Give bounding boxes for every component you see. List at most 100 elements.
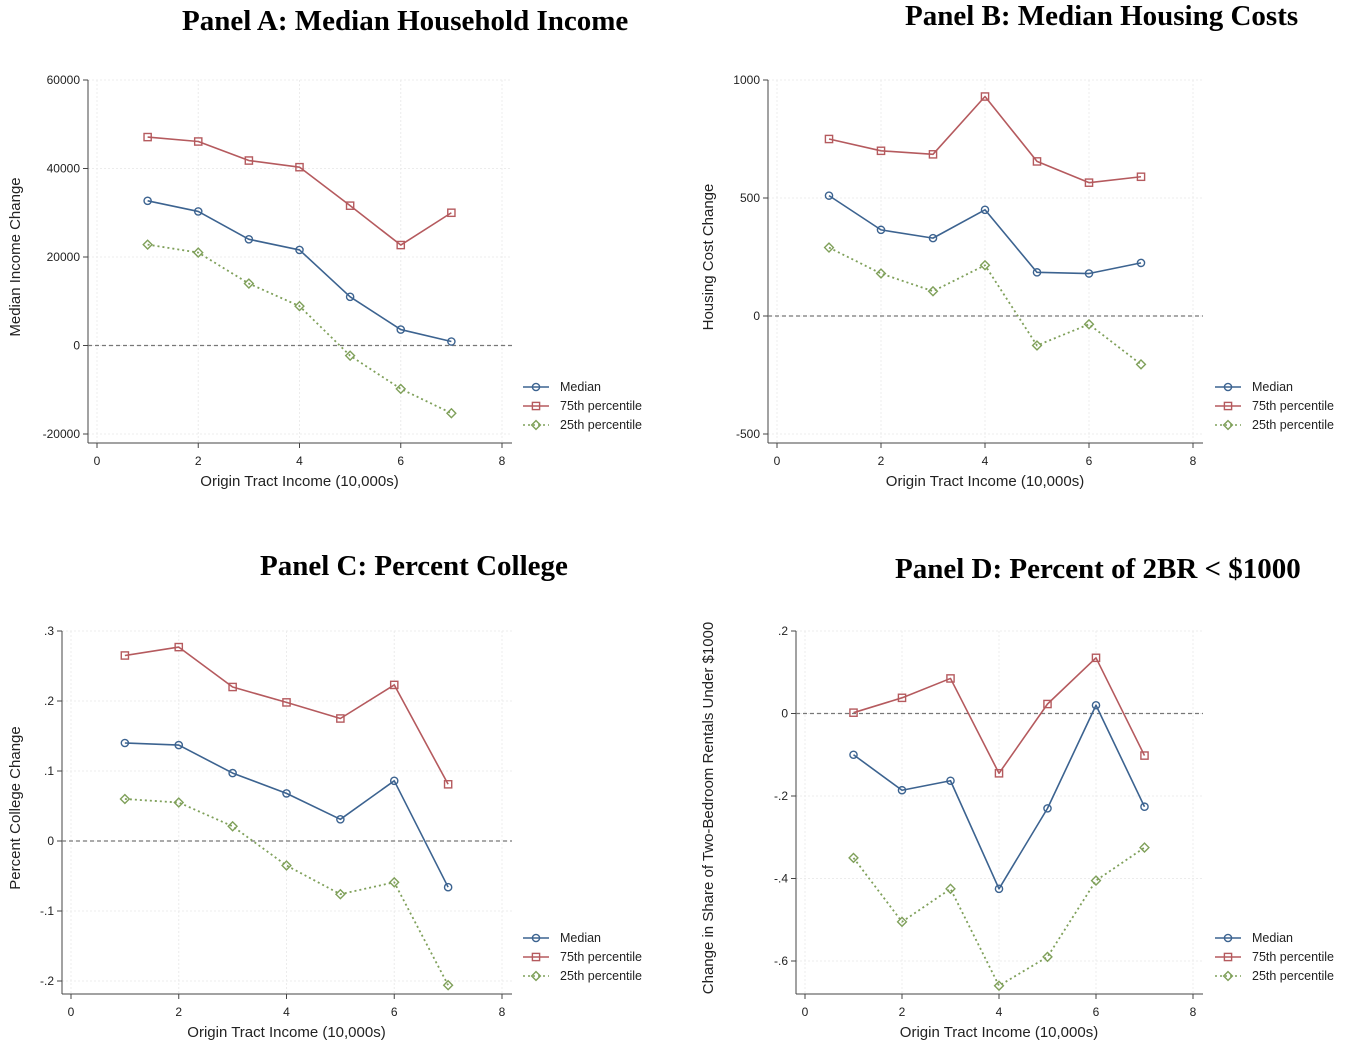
panel-d-series-0-point-4 — [1043, 804, 1052, 813]
panel-b-series-1-point-1 — [876, 146, 886, 156]
panel-a-ytick-label-4: 60000 — [47, 73, 81, 87]
panel-a-series-2-point-3 — [294, 300, 305, 312]
panel-c-ytick-label-2: 0 — [47, 834, 54, 848]
panel-a-xtick-label-4: 8 — [499, 454, 506, 468]
panel-c-series-0-point-0 — [120, 738, 130, 748]
panel-b-legend-label-1: 75th percentile — [1252, 399, 1334, 413]
panel-c-series-1-point-2 — [228, 682, 237, 692]
panel-a-series-2-point-1 — [192, 247, 204, 258]
panel-c-series-2-point-4 — [334, 888, 346, 900]
panel-d-legend-label-2: 25th percentile — [1252, 969, 1334, 983]
panel-d-ytick-label-0: -.6 — [774, 954, 788, 968]
panel-d-series-0-point-3 — [994, 884, 1004, 894]
panel-c-series-0-point-5 — [389, 776, 399, 786]
panel-d-series-2-point-2 — [945, 883, 956, 895]
panel-b-series-2-point-5 — [1083, 318, 1095, 330]
panel-b-title: Panel B: Median Housing Costs — [905, 0, 1299, 32]
panel-b-series-2-point-6 — [1135, 358, 1147, 370]
panel-a-xtick-label-1: 2 — [195, 454, 202, 468]
panel-c-title: Panel C: Percent College — [260, 550, 568, 582]
panel-b-ytick-label-0: -500 — [736, 427, 760, 441]
panel-c-xtick-label-0: 0 — [68, 1005, 75, 1019]
panel-d-legend-label-1: 75th percentile — [1252, 950, 1334, 964]
panel-d-series-0-point-0 — [849, 750, 858, 760]
panel-d-legend-label-0: Median — [1252, 931, 1293, 945]
panel-c: -.2 -.1 0 .1 .2 .3 0 2 4 6 8 Origin Tract Income (1… — [7, 624, 642, 1041]
panel-b-series-1-point-3 — [980, 92, 990, 101]
panel-d-series-0-point-5 — [1091, 700, 1101, 710]
panel-c-ytick-label-4: .2 — [44, 694, 54, 708]
panel-a-legend-label-2: 25th percentile — [560, 418, 642, 432]
panel-c-x-axis-title: Origin Tract Income (10,000s) — [187, 1024, 385, 1041]
panel-c-legend-label-2: 25th percentile — [560, 969, 642, 983]
panel-c-series-1-point-5 — [389, 680, 399, 690]
panel-d-xtick-label-0: 0 — [802, 1005, 809, 1019]
panel-d-series-1-point-1 — [897, 693, 907, 703]
panel-a-series-line-2 — [147, 243, 452, 415]
panel-b-series-1-point-6 — [1136, 172, 1146, 182]
panel-d-series-2-point-0 — [848, 852, 859, 864]
panel-d-legend-marker-1 — [1223, 952, 1233, 962]
panel-c-ytick-label-1: -.1 — [40, 904, 54, 918]
panel-a-series-2-point-5 — [395, 383, 407, 395]
panel-d-series-1-point-2 — [946, 674, 955, 683]
panel-c-series-1-point-6 — [443, 780, 453, 789]
panel-c-series-line-2 — [124, 798, 449, 986]
panel-d-ytick-label-3: 0 — [781, 707, 788, 721]
panel-a-series-line-1 — [147, 136, 452, 246]
panel-a-series-2-point-6 — [445, 407, 457, 419]
panel-b-series-2-point-4 — [1031, 340, 1043, 351]
panel-b-xtick-label-3: 6 — [1086, 454, 1093, 468]
panel-a-series-2-point-0 — [142, 239, 154, 250]
panel-b-xtick-label-1: 2 — [878, 454, 885, 468]
panel-b-series-0-point-1 — [876, 225, 886, 235]
panel-c-series-2-point-3 — [281, 860, 292, 871]
panel-b-series-0-point-3 — [980, 205, 990, 215]
panel-d-ytick-label-2: -.2 — [774, 789, 788, 803]
panel-d: -.6 -.4 -.2 0 .2 0 2 4 6 8 Origin Tract Income (10… — [700, 622, 1334, 1041]
panel-d-series-0-point-1 — [897, 785, 907, 795]
panel-b-legend-marker-0 — [1223, 382, 1233, 392]
panel-d-series-1-point-3 — [994, 769, 1004, 778]
panel-b-x-axis-title: Origin Tract Income (10,000s) — [886, 473, 1084, 490]
panel-c-series-1-point-1 — [174, 642, 184, 652]
panel-c-ytick-label-5: .3 — [44, 624, 54, 638]
panel-c-series-line-0 — [124, 742, 449, 888]
panel-d-series-0-point-2 — [946, 776, 955, 786]
panel-a-series-0-point-6 — [447, 337, 456, 346]
panel-c-series-0-point-2 — [228, 768, 237, 778]
panel-a-xtick-label-0: 0 — [94, 454, 101, 468]
panel-d-series-1-point-4 — [1043, 699, 1052, 709]
panel-d-series-line-0 — [853, 704, 1146, 890]
panel-a-series-1-point-5 — [396, 240, 406, 250]
panel-b-series-2-point-1 — [875, 268, 887, 279]
panel-a-x-axis-title: Origin Tract Income (10,000s) — [200, 473, 398, 490]
panel-b-ytick-label-3: 1000 — [733, 73, 760, 87]
panel-a-legend-label-1: 75th percentile — [560, 399, 642, 413]
panel-c-legend-marker-2 — [530, 970, 542, 982]
panel-b-xtick-label-0: 0 — [774, 454, 781, 468]
panel-c-series-2-point-0 — [119, 793, 131, 805]
panel-b-ytick-label-1: 0 — [753, 309, 760, 323]
panel-a-series-2-point-4 — [344, 350, 356, 362]
panel-c-series-1-point-0 — [120, 651, 130, 660]
panel-b-legend-marker-1 — [1223, 401, 1233, 411]
panel-c-xtick-label-3: 6 — [391, 1005, 398, 1019]
panel-c-series-2-point-2 — [227, 820, 239, 832]
panel-a-series-1-point-6 — [447, 208, 456, 218]
panel-c-series-0-point-6 — [443, 882, 453, 892]
panel-d-ytick-label-4: .2 — [778, 624, 788, 638]
panel-b-series-0-point-6 — [1136, 258, 1146, 268]
panel-c-ytick-label-3: .1 — [44, 764, 54, 778]
panel-d-series-2-point-4 — [1042, 951, 1053, 963]
panel-a-series-0-point-2 — [244, 234, 254, 244]
panel-c-legend-label-1: 75th percentile — [560, 950, 642, 964]
panel-d-xtick-label-1: 2 — [899, 1005, 906, 1019]
panel-c-series-2-point-6 — [442, 979, 454, 991]
panel-b-legend-marker-2 — [1222, 419, 1234, 431]
panel-c-series-0-point-1 — [174, 740, 184, 750]
panel-c-y-axis-title: Percent College Change — [7, 726, 24, 889]
panel-c-legend-label-0: Median — [560, 931, 601, 945]
panel-c-legend-marker-1 — [531, 952, 541, 962]
panel-b-legend-label-2: 25th percentile — [1252, 418, 1334, 432]
